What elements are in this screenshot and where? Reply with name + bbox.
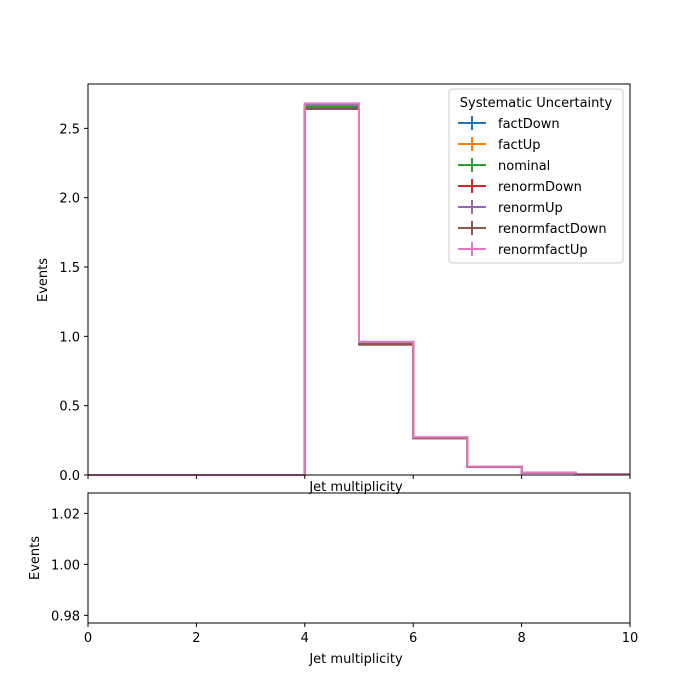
ratio-y-tick-label-1: 1.00 (51, 558, 80, 573)
ratio-x-ticks: 0 2 4 6 8 10 (84, 623, 638, 646)
legend-label-renormfactUp: renormfactUp (498, 243, 588, 258)
main-y-axis-label: Events (36, 258, 51, 302)
legend-item-renormDown: renormDown (458, 179, 582, 195)
main-plot-frame (87, 83, 631, 476)
main-y-ticks: 0.0 0.5 1.0 1.5 2.0 2.5 (59, 122, 88, 484)
ratio-y-tick-label-0: 0.98 (51, 609, 80, 624)
legend-item-renormfactDown: renormfactDown (458, 221, 607, 237)
main-y-tick-label-4: 2.0 (59, 192, 80, 207)
legend-label-renormUp: renormUp (498, 201, 563, 216)
ratio-x-tick-label-8: 8 (517, 631, 525, 646)
legend-item-renormfactUp: renormfactUp (458, 242, 588, 258)
legend-box (448, 88, 624, 264)
ratio-x-tick-label-10: 10 (622, 631, 639, 646)
ratio-x-tick-label-0: 0 (84, 631, 92, 646)
main-x-axis-label: Jet multiplicity (308, 480, 403, 495)
legend-label-renormDown: renormDown (498, 180, 582, 195)
main-y-tick-label-1: 0.5 (59, 400, 80, 415)
ratio-y-tick-label-2: 1.02 (51, 507, 80, 522)
legend-label-nominal: nominal (498, 159, 550, 174)
ratio-plot-frame (87, 492, 631, 624)
main-x-ticks (87, 475, 631, 479)
ratio-x-tick-label-2: 2 (192, 631, 200, 646)
legend-title: Systematic Uncertainty (460, 96, 613, 111)
legend-item-renormUp: renormUp (458, 200, 563, 216)
legend-label-factUp: factUp (498, 138, 541, 153)
legend-item-factDown: factDown (458, 116, 560, 132)
legend-label-renormfactDown: renormfactDown (498, 222, 607, 237)
legend-label-factDown: factDown (498, 117, 560, 132)
ratio-plot: 0 2 4 6 8 10 0.98 1.00 1.02 Jet multiplicity Ev… (28, 492, 638, 667)
main-y-tick-label-2: 1.0 (59, 330, 80, 345)
main-y-tick-label-5: 2.5 (59, 122, 80, 137)
legend-item-nominal: nominal (458, 158, 550, 174)
legend-item-factUp: factUp (458, 137, 541, 153)
ratio-x-tick-label-6: 6 (409, 631, 417, 646)
ratio-y-axis-label: Events (28, 536, 43, 580)
main-y-tick-label-0: 0.0 (59, 469, 80, 484)
ratio-x-axis-label: Jet multiplicity (308, 652, 403, 667)
ratio-x-tick-label-4: 4 (301, 631, 309, 646)
legend: Systematic Uncertainty factDown factUp nom… (448, 88, 624, 264)
main-plot: 0.0 0.5 1.0 1.5 2.0 2.5 Jet multiplicity Even… (36, 83, 631, 495)
main-y-tick-label-3: 1.5 (59, 261, 80, 276)
ratio-y-ticks: 0.98 1.00 1.02 (51, 507, 88, 624)
legend-items: factDown factUp nominal renormDown renormUp r… (458, 116, 607, 258)
